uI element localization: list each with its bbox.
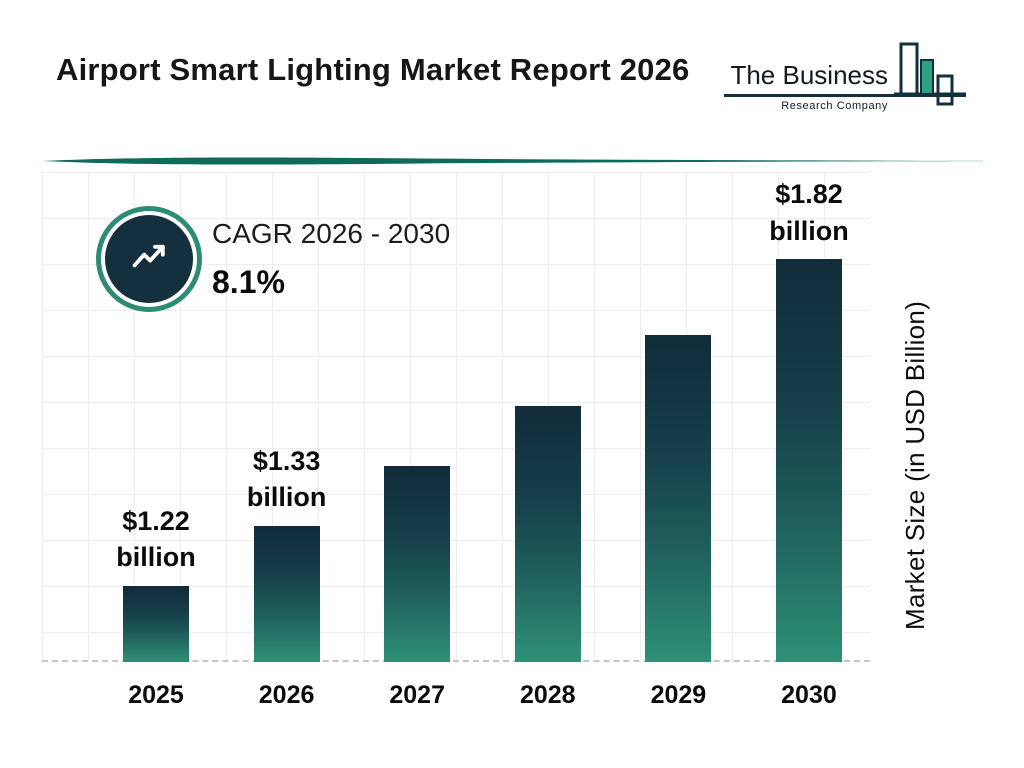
cagr-label: CAGR 2026 - 2030 bbox=[212, 218, 451, 249]
cagr-badge-circle bbox=[105, 215, 193, 303]
x-tick-2029: 2029 bbox=[650, 681, 707, 709]
bar-2027 bbox=[384, 466, 451, 662]
value-label-2025: $1.22 billion bbox=[116, 503, 195, 576]
bar-column-2028: 2028 bbox=[514, 172, 581, 709]
value-label-unit: billion bbox=[116, 542, 196, 573]
company-logo: The Business Research Company bbox=[666, 38, 966, 124]
bar-column-2029: 2029 bbox=[645, 172, 712, 709]
page-title: Airport Smart Lighting Market Report 202… bbox=[56, 52, 690, 87]
bar-column-2026: $1.33 billion 2026 bbox=[247, 172, 326, 709]
bar-2029 bbox=[645, 335, 712, 662]
value-label-2026: $1.33 billion bbox=[247, 443, 326, 516]
x-tick-2027: 2027 bbox=[389, 681, 445, 709]
value-label-amount: $1.33 bbox=[252, 445, 321, 476]
value-label-unit: billion bbox=[769, 215, 849, 246]
bar-group: $1.22 billion 2025 $1.33 billion 2026 20… bbox=[95, 172, 870, 709]
bar-column-2025: $1.22 billion 2025 bbox=[116, 172, 195, 709]
cagr-value: 8.1% bbox=[212, 264, 285, 300]
x-tick-2028: 2028 bbox=[519, 681, 576, 709]
y-axis-label: Market Size (in USD Billion) bbox=[900, 300, 930, 630]
header-divider bbox=[40, 154, 985, 173]
x-tick-2026: 2026 bbox=[258, 681, 315, 709]
bar-2030 bbox=[775, 259, 842, 662]
bar-column-2030: $1.82 billion 2030 bbox=[769, 172, 848, 709]
x-tick-2025: 2025 bbox=[128, 681, 184, 709]
bar-2028 bbox=[514, 406, 581, 662]
bar-2025 bbox=[123, 585, 189, 662]
logo-baseline-rule bbox=[724, 94, 966, 97]
x-tick-2030: 2030 bbox=[781, 681, 837, 709]
trend-up-arrow-icon bbox=[125, 233, 173, 286]
value-label-amount: $1.22 bbox=[122, 505, 190, 536]
logo-text-line1: The Business bbox=[730, 60, 888, 90]
logo-text-line2: Research Company bbox=[781, 100, 888, 112]
value-label-unit: billion bbox=[246, 482, 327, 513]
cagr-badge bbox=[96, 206, 202, 312]
bar-column-2027: 2027 bbox=[384, 172, 451, 709]
bar-chart-logo-icon bbox=[894, 38, 966, 121]
value-label-2030: $1.82 billion bbox=[769, 176, 848, 249]
bar-2026 bbox=[253, 525, 320, 662]
value-label-amount: $1.82 bbox=[775, 179, 843, 210]
